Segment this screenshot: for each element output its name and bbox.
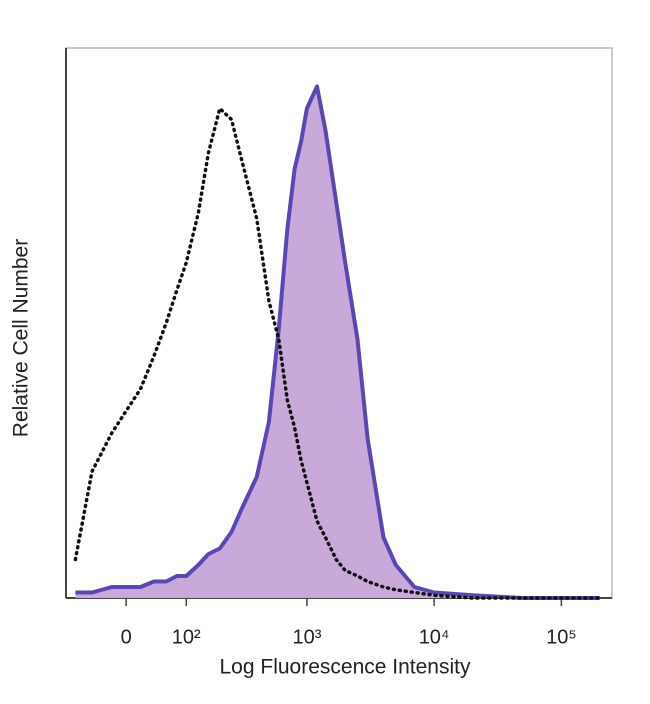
x-tick-label: 10³	[292, 626, 321, 648]
y-axis-label: Relative Cell Number	[10, 239, 33, 437]
histogram-outline	[75, 84, 600, 600]
x-tick-label: 0	[121, 626, 132, 648]
x-tick-label: 10²	[172, 626, 201, 648]
histogram-line	[73, 105, 602, 600]
x-axis-label: Log Fluorescence Intensity	[220, 656, 471, 679]
x-tick-label: 10⁴	[419, 626, 450, 648]
histogram-area	[75, 86, 600, 598]
x-tick-label: 10⁵	[546, 626, 577, 648]
